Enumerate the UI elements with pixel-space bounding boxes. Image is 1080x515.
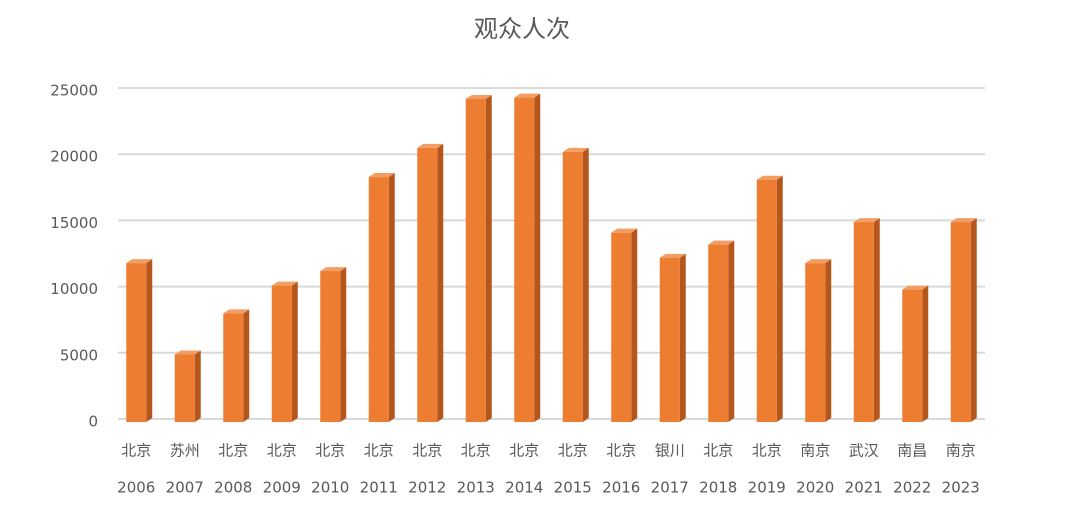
bar bbox=[902, 289, 923, 422]
x-tick-label: 北京 bbox=[267, 442, 297, 460]
bar bbox=[708, 244, 729, 422]
bar bbox=[126, 263, 147, 422]
x-tick-label: 南京 bbox=[946, 442, 976, 460]
bar bbox=[950, 222, 971, 422]
bar-top bbox=[950, 218, 977, 223]
x-tick-label: 北京 bbox=[558, 442, 588, 460]
bar-top bbox=[611, 228, 638, 233]
y-tick-label: 20000 bbox=[50, 148, 98, 166]
x-tick-label: 2014 bbox=[505, 479, 543, 497]
x-tick-label: 北京 bbox=[412, 442, 442, 460]
x-tick-label: 2015 bbox=[554, 479, 592, 497]
x-tick-label: 2006 bbox=[117, 479, 155, 497]
bar-top bbox=[320, 267, 347, 272]
bar-top bbox=[223, 309, 250, 314]
bar-side bbox=[437, 143, 444, 422]
y-tick-label: 5000 bbox=[60, 346, 98, 364]
x-tick-label: 2009 bbox=[263, 479, 301, 497]
x-tick-label: 北京 bbox=[703, 442, 733, 460]
x-tick-label: 银川 bbox=[655, 442, 685, 460]
x-tick-label: 2017 bbox=[651, 479, 689, 497]
chart-title: 观众人次 bbox=[474, 15, 570, 43]
x-tick-label: 南京 bbox=[800, 442, 830, 460]
x-tick-label: 苏州 bbox=[170, 442, 200, 460]
bar-side bbox=[679, 253, 686, 422]
bar-side bbox=[582, 147, 589, 423]
bar-side bbox=[291, 281, 298, 422]
x-tick-label: 北京 bbox=[364, 442, 394, 460]
x-tick-label: 2008 bbox=[214, 479, 252, 497]
bar-side bbox=[825, 259, 832, 422]
bar-side bbox=[146, 259, 153, 422]
bar-side bbox=[970, 218, 977, 422]
bar bbox=[562, 151, 583, 423]
x-tick-label: 2011 bbox=[360, 479, 398, 497]
bar bbox=[174, 354, 195, 422]
bar bbox=[514, 97, 535, 423]
x-tick-label: 2016 bbox=[602, 479, 640, 497]
bar-top bbox=[514, 93, 541, 98]
bar-top bbox=[805, 259, 832, 264]
bar-side bbox=[631, 228, 638, 422]
bar-side bbox=[776, 175, 783, 422]
x-tick-label: 北京 bbox=[121, 442, 151, 460]
bar bbox=[223, 313, 244, 422]
bar-top bbox=[708, 240, 735, 245]
bar-top bbox=[853, 218, 880, 223]
bar-top bbox=[756, 175, 783, 180]
x-tick-label: 北京 bbox=[315, 442, 345, 460]
x-tick-label: 2012 bbox=[408, 479, 446, 497]
y-tick-label: 25000 bbox=[50, 82, 98, 100]
x-tick-label: 北京 bbox=[606, 442, 636, 460]
bar-side bbox=[534, 93, 541, 423]
bar-top bbox=[417, 143, 444, 148]
bar bbox=[611, 232, 632, 422]
x-tick-label: 2018 bbox=[699, 479, 737, 497]
x-tick-label: 南昌 bbox=[897, 442, 927, 460]
x-tick-label: 北京 bbox=[752, 442, 782, 460]
bar-top bbox=[126, 259, 153, 264]
bar-side bbox=[728, 240, 735, 422]
x-tick-label: 2013 bbox=[457, 479, 495, 497]
x-tick-label: 2019 bbox=[748, 479, 786, 497]
bar-top bbox=[902, 285, 929, 290]
bar-side bbox=[922, 285, 929, 422]
bar-side bbox=[243, 309, 250, 422]
x-tick-label: 2010 bbox=[311, 479, 349, 497]
bar bbox=[853, 222, 874, 422]
bar-top bbox=[562, 147, 589, 152]
bar-side bbox=[485, 94, 492, 422]
bar-top bbox=[659, 253, 686, 258]
bar bbox=[320, 271, 341, 422]
bar-top bbox=[465, 94, 492, 99]
y-tick-label: 10000 bbox=[50, 280, 98, 298]
bar-top bbox=[174, 350, 201, 355]
bar-side bbox=[388, 173, 395, 422]
x-tick-label: 2021 bbox=[845, 479, 883, 497]
bar-side bbox=[194, 350, 201, 422]
x-tick-label: 北京 bbox=[218, 442, 248, 460]
bar bbox=[271, 285, 292, 422]
bar bbox=[756, 179, 777, 422]
bar-top bbox=[368, 173, 395, 178]
x-tick-label: 2022 bbox=[893, 479, 931, 497]
bar bbox=[659, 257, 680, 422]
bar bbox=[417, 147, 438, 422]
x-tick-label: 北京 bbox=[461, 442, 491, 460]
x-tick-label: 北京 bbox=[509, 442, 539, 460]
y-tick-label: 15000 bbox=[50, 214, 98, 232]
x-tick-label: 2023 bbox=[942, 479, 980, 497]
bar bbox=[465, 98, 486, 422]
bar bbox=[805, 263, 826, 422]
bar-top bbox=[271, 281, 298, 286]
x-tick-label: 2020 bbox=[796, 479, 834, 497]
bar-side bbox=[340, 267, 347, 422]
x-tick-label: 2007 bbox=[166, 479, 204, 497]
x-tick-label: 武汉 bbox=[849, 442, 879, 460]
bar bbox=[368, 177, 389, 422]
y-tick-label: 0 bbox=[88, 413, 98, 431]
bar-side bbox=[873, 218, 880, 422]
